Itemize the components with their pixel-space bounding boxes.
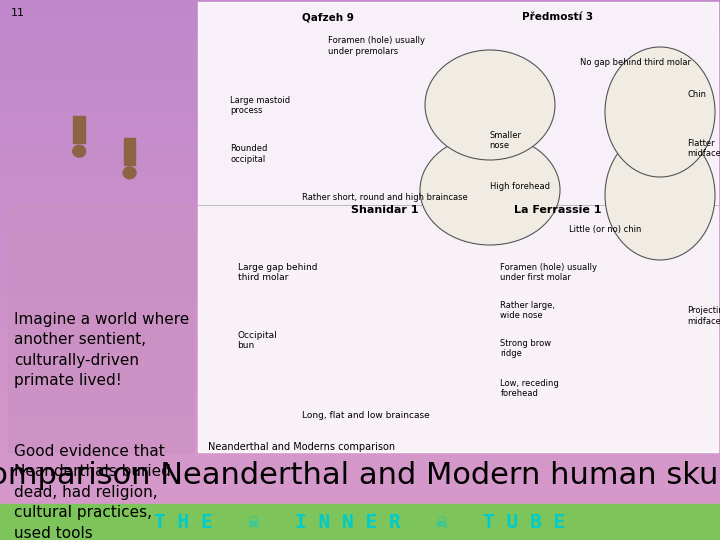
Bar — [0, 107, 720, 117]
Text: Flatter
midface: Flatter midface — [688, 139, 720, 158]
Bar — [0, 89, 720, 99]
Bar — [0, 152, 720, 162]
Text: Smaller
nose: Smaller nose — [490, 131, 521, 150]
Bar — [73, 116, 85, 143]
Bar — [0, 359, 720, 369]
Text: Strong brow
ridge: Strong brow ridge — [500, 339, 552, 358]
Bar — [0, 404, 720, 414]
Bar — [124, 138, 135, 165]
Bar — [198, 2, 718, 452]
Bar — [0, 17, 720, 27]
Bar — [0, 314, 720, 324]
Bar — [0, 296, 720, 306]
Text: Imagine a world where
another sentient,
culturally-driven
primate lived!: Imagine a world where another sentient, … — [14, 312, 189, 388]
Text: Qafzeh 9: Qafzeh 9 — [302, 12, 354, 22]
Text: No gap behind third molar: No gap behind third molar — [580, 58, 690, 66]
Bar — [0, 35, 720, 45]
Text: Long, flat and low braincase: Long, flat and low braincase — [302, 411, 430, 420]
Text: Low, receding
forehead: Low, receding forehead — [500, 379, 559, 399]
Bar — [0, 8, 720, 18]
Text: 11: 11 — [11, 9, 24, 18]
Bar — [0, 350, 720, 360]
Text: Rather short, round and high braincase: Rather short, round and high braincase — [302, 193, 468, 201]
Text: La Ferrassie 1: La Ferrassie 1 — [514, 205, 602, 214]
Bar — [0, 170, 720, 180]
Bar — [0, 143, 720, 153]
Bar — [0, 485, 720, 495]
Text: Occipital
bun: Occipital bun — [238, 330, 277, 350]
Bar — [0, 80, 720, 90]
Text: Neanderthal and Moderns comparison: Neanderthal and Moderns comparison — [208, 442, 395, 452]
Text: Large gap behind
third molar: Large gap behind third molar — [238, 263, 317, 282]
Bar — [0, 26, 720, 36]
Ellipse shape — [425, 50, 555, 160]
Bar — [0, 431, 720, 441]
Text: High forehead: High forehead — [490, 182, 549, 191]
Bar — [0, 224, 720, 234]
Bar — [0, 305, 720, 315]
Bar — [0, 116, 720, 126]
Text: Good evidence that
Neanderthals buried
dead, had religion,
cultural practices,
u: Good evidence that Neanderthals buried d… — [14, 444, 171, 540]
Text: Rather large,
wide nose: Rather large, wide nose — [500, 301, 555, 320]
Text: Rounded
occipital: Rounded occipital — [230, 144, 268, 164]
Text: Projecting
midface: Projecting midface — [688, 306, 720, 326]
Bar — [0, 458, 720, 468]
Bar — [0, 278, 720, 288]
Text: Shanidar 1: Shanidar 1 — [351, 205, 419, 214]
Bar — [0, 377, 720, 387]
Bar — [0, 368, 720, 378]
Bar — [0, 134, 720, 144]
Bar — [0, 251, 720, 261]
Bar — [0, 179, 720, 189]
Ellipse shape — [73, 145, 86, 157]
Ellipse shape — [605, 130, 715, 260]
Bar — [0, 98, 720, 108]
Bar — [0, 386, 720, 396]
Text: Little (or no) chin: Little (or no) chin — [569, 225, 642, 234]
Bar — [0, 215, 720, 225]
Text: Chin: Chin — [688, 90, 706, 99]
Bar — [0, 521, 720, 531]
Text: Comparison Neanderthal and Modern human skulls: Comparison Neanderthal and Modern human … — [0, 462, 720, 490]
Bar — [0, 476, 720, 486]
Ellipse shape — [123, 167, 136, 179]
Bar — [0, 260, 720, 270]
Bar — [0, 233, 720, 243]
Bar — [0, 504, 720, 540]
Bar — [0, 413, 720, 423]
Bar — [0, 0, 720, 9]
Bar — [0, 341, 720, 351]
Bar — [0, 44, 720, 54]
Bar — [0, 269, 720, 279]
Bar — [0, 530, 720, 540]
Bar — [0, 53, 720, 63]
Bar — [0, 242, 720, 252]
Bar — [0, 512, 720, 522]
Bar — [0, 62, 720, 72]
Text: Foramen (hole) usually
under premolars: Foramen (hole) usually under premolars — [328, 36, 425, 56]
Bar — [0, 422, 720, 432]
Text: T H E   ☠   I N N E R   ☠   T U B E: T H E ☠ I N N E R ☠ T U B E — [154, 512, 566, 531]
Bar — [0, 449, 720, 459]
Bar — [0, 467, 720, 477]
Bar — [8, 204, 193, 452]
Text: Foramen (hole) usually
under first molar: Foramen (hole) usually under first molar — [500, 263, 598, 282]
Bar — [0, 503, 720, 513]
Bar — [0, 161, 720, 171]
Bar — [0, 125, 720, 135]
Bar — [0, 287, 720, 297]
Bar — [0, 440, 720, 450]
Text: Předmostí 3: Předmostí 3 — [523, 12, 593, 22]
Text: Large mastoid
process: Large mastoid process — [230, 96, 291, 115]
Bar — [0, 71, 720, 81]
Bar — [0, 494, 720, 504]
Bar — [0, 332, 720, 342]
Ellipse shape — [605, 47, 715, 177]
Ellipse shape — [420, 135, 560, 245]
Bar — [0, 206, 720, 216]
Bar — [0, 197, 720, 207]
Bar — [0, 395, 720, 405]
Bar — [0, 188, 720, 198]
Bar — [0, 323, 720, 333]
